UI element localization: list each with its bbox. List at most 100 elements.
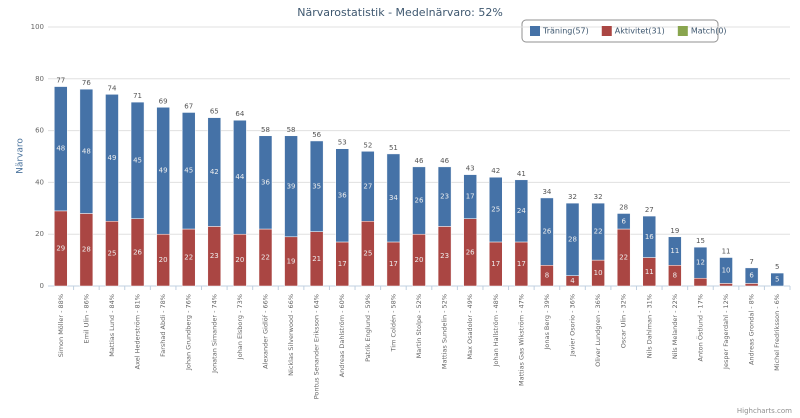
data-label: 10 (594, 269, 603, 277)
data-label: 49 (159, 167, 168, 175)
total-label: 42 (491, 167, 500, 175)
data-label: 25 (363, 250, 372, 258)
x-tick-label: Johan Hallström - 48% (492, 294, 500, 367)
bar-segment (514, 179, 529, 243)
data-label: 34 (389, 194, 398, 202)
data-label: 23 (440, 193, 449, 201)
total-label: 46 (440, 157, 449, 165)
x-tick-label: Johan Grundberg - 76% (185, 294, 193, 371)
total-label: 51 (389, 144, 398, 152)
data-label: 16 (645, 233, 654, 241)
data-label: 17 (338, 260, 347, 268)
bar-segment (616, 213, 631, 230)
x-tick-label: Jonatan Simander - 74% (210, 294, 218, 374)
legend-label[interactable]: Match(0) (691, 27, 727, 36)
x-tick-label: Alexander Gidlöf - 66% (261, 294, 269, 369)
data-label: 22 (184, 254, 193, 262)
bar-segment (181, 112, 196, 230)
legend-swatch[interactable] (677, 26, 688, 36)
data-label: 42 (210, 168, 219, 176)
bar-segment (565, 202, 580, 276)
x-tick-label: Michel Fredriksson - 6% (773, 294, 781, 371)
data-label: 8 (545, 272, 549, 280)
x-tick-label: Andreas Dahlström - 60% (338, 294, 346, 377)
legend-label[interactable]: Träning(57) (542, 27, 589, 36)
bar-segment (79, 88, 94, 214)
data-label: 36 (261, 178, 270, 186)
total-label: 28 (619, 203, 628, 211)
x-tick-label: Mattias Gas Wikström - 47% (517, 294, 525, 386)
data-label: 22 (619, 254, 628, 262)
x-tick-label: Emil Ulin - 86% (82, 294, 90, 344)
legend-label[interactable]: Aktivitet(31) (615, 27, 665, 36)
x-tick-label: Oliver Lundgren - 36% (594, 294, 602, 367)
data-label: 17 (389, 260, 398, 268)
bar-segment (437, 166, 452, 227)
bar-segment (156, 107, 170, 235)
data-label: 11 (670, 247, 679, 255)
data-label: 6 (621, 217, 626, 225)
data-label: 26 (466, 248, 475, 256)
x-tick-label: Oscar Ulin - 32% (620, 294, 628, 348)
data-label: 29 (56, 244, 65, 252)
x-tick-label: Andreas Grondal - 8% (748, 294, 756, 365)
total-label: 71 (133, 92, 142, 100)
bar-segment (642, 215, 657, 258)
data-label: 39 (287, 182, 296, 190)
y-tick-label: 100 (31, 23, 44, 31)
x-tick-label: Johan Elsborg - 73% (236, 294, 244, 360)
bar-segment (744, 283, 759, 287)
total-label: 74 (108, 84, 117, 92)
x-tick-label: Tim Coldén - 58% (389, 294, 397, 352)
credit: Highcharts.com (737, 407, 792, 415)
bar-segment (489, 176, 503, 243)
x-tick-label: Max Osadolor - 49% (466, 294, 474, 359)
data-label: 48 (82, 147, 91, 155)
data-label: 27 (363, 182, 372, 190)
total-label: 27 (645, 206, 654, 214)
x-tick-label: Martin Stolpe - 52% (415, 294, 423, 358)
bar-segment (284, 135, 298, 238)
total-label: 7 (749, 258, 753, 266)
bar-segment (361, 151, 375, 222)
bar-segment (233, 119, 247, 235)
data-label: 22 (261, 254, 270, 262)
total-label: 19 (670, 227, 679, 235)
data-label: 45 (184, 167, 193, 175)
data-label: 22 (594, 228, 603, 236)
total-label: 58 (287, 126, 296, 134)
y-tick-label: 80 (35, 75, 44, 83)
bar-segment (540, 197, 554, 266)
bar-segment (412, 166, 426, 235)
legend-box (521, 19, 719, 43)
x-tick-label: Patrik Englund - 59% (364, 294, 372, 362)
y-tick-label: 0 (40, 282, 44, 290)
total-label: 67 (184, 102, 193, 110)
data-label: 48 (56, 145, 65, 153)
legend-swatch[interactable] (530, 26, 540, 36)
total-label: 15 (696, 237, 705, 245)
bar-segment (258, 135, 273, 230)
x-tick-label: Nicklas Silverwood - 66% (287, 294, 295, 376)
data-label: 45 (133, 156, 142, 164)
x-tick-label: Nils Dahlman - 31% (645, 294, 653, 358)
legend-swatch[interactable] (601, 26, 612, 36)
y-axis-label: Närvaro (16, 138, 26, 174)
total-label: 58 (261, 126, 270, 134)
total-label: 32 (568, 193, 577, 201)
x-tick-label: Jonas Berg - 39% (543, 294, 551, 351)
bar-segment (744, 267, 759, 284)
data-label: 17 (466, 193, 475, 201)
x-tick-label: Simon Möller - 88% (57, 294, 65, 357)
data-label: 17 (491, 260, 500, 268)
total-label: 76 (82, 79, 91, 87)
data-label: 25 (491, 206, 500, 214)
bar-segment (309, 140, 324, 232)
bar-segment (105, 94, 119, 222)
total-label: 64 (235, 110, 244, 118)
bar-segment (335, 148, 349, 243)
data-label: 5 (775, 276, 779, 284)
data-label: 12 (696, 259, 705, 267)
data-label: 49 (108, 154, 117, 162)
